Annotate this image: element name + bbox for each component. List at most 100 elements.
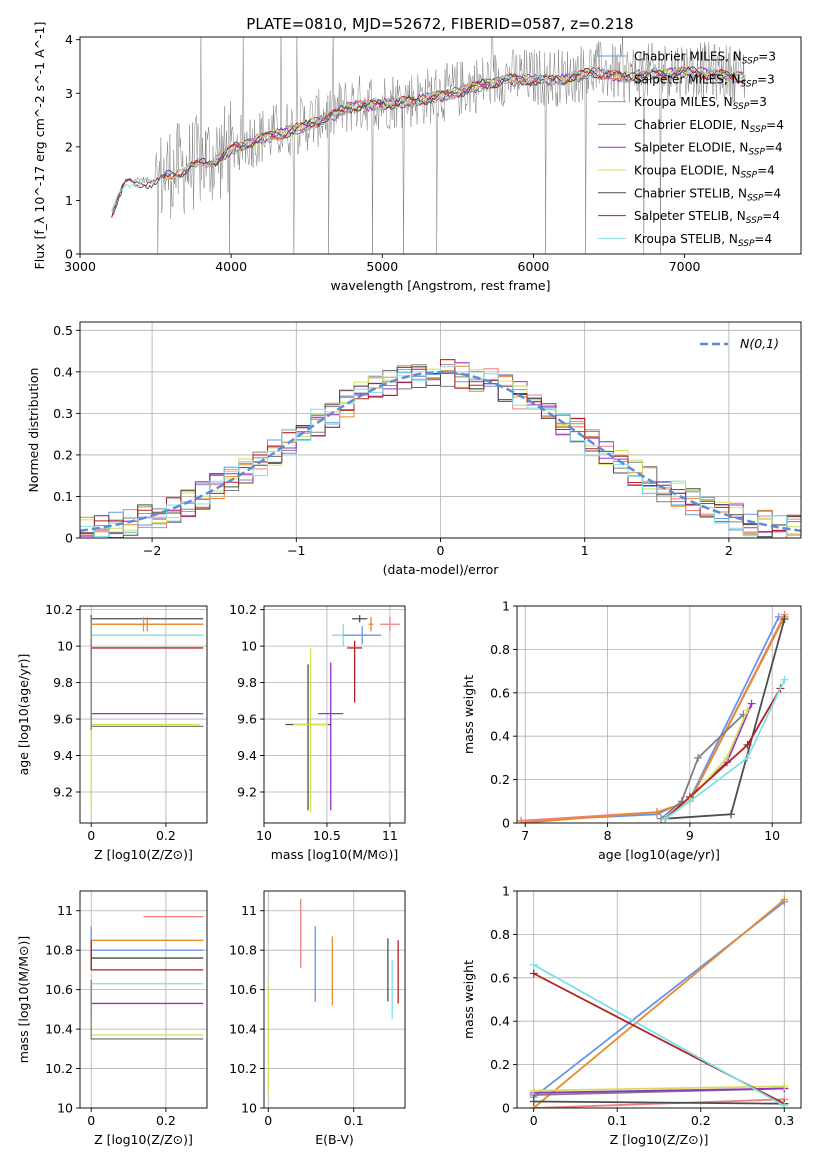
legend-label: Salpeter MILES, NSSP=3 <box>634 72 775 89</box>
x-tick-label: 3000 <box>64 259 96 274</box>
y-tick-label: 10 <box>57 639 73 654</box>
axes-frame <box>263 890 406 1109</box>
model-line-salpeter-stelib <box>111 66 746 218</box>
plot-area <box>90 615 204 811</box>
weight-marker <box>780 615 789 624</box>
plot-area <box>267 898 399 1095</box>
data-point <box>368 616 374 632</box>
y-tick-label: 0.2 <box>53 447 73 462</box>
x-tick-label: 7000 <box>669 259 701 274</box>
weight-series-kroupa-stelib <box>529 960 789 1108</box>
x-axis-label: Z [log10(Z/Z⊙)] <box>94 847 193 862</box>
x-tick-label: 0 <box>437 543 445 558</box>
x-tick-label: 5000 <box>366 259 398 274</box>
panel-mass-vs-ebv: 0 0.1 10 10.2 10.4 10.6 10.8 11 E(B-V) <box>229 890 406 1147</box>
histogram-step-chabrier-stelib <box>80 366 801 538</box>
data-point <box>90 616 204 730</box>
data-point <box>347 640 363 703</box>
y-tick-label: 10.2 <box>45 1061 73 1076</box>
panel-spectrum: 3000 4000 5000 6000 7000 0 1 2 3 4 wavelength [Ang… <box>32 22 802 293</box>
weight-marker <box>780 1101 789 1108</box>
y-tick-label: 9.4 <box>237 748 257 763</box>
x-tick-label: 1 <box>581 543 589 558</box>
weight-marker <box>780 1082 789 1091</box>
y-tick-label: 10.2 <box>229 602 257 617</box>
y-tick-label: 10 <box>57 1101 73 1116</box>
weight-line <box>533 1087 785 1094</box>
x-tick-label: 9 <box>686 828 694 843</box>
weight-marker <box>529 1086 538 1095</box>
weight-line <box>533 964 785 1107</box>
x-tick-label: 0 <box>530 1113 538 1128</box>
data-point <box>91 616 204 632</box>
data-point <box>90 940 204 971</box>
panel-mass-vs-Z: 0 0.2 10 10.2 10.4 10.6 10.8 11 Z [log10(Z/Z⊙)] m… <box>16 890 208 1147</box>
y-tick-label: 4 <box>65 32 73 47</box>
x-tick-label: 11 <box>382 828 398 843</box>
data-point <box>90 655 200 811</box>
y-tick-label: 10.4 <box>229 1022 257 1037</box>
y-tick-label: 10.2 <box>229 1061 257 1076</box>
weight-line <box>533 1085 785 1092</box>
y-axis-label: mass weight <box>461 675 476 754</box>
y-axis-label: mass weight <box>461 960 476 1039</box>
x-axis-label: Z [log10(Z/Z⊙)] <box>610 1132 709 1147</box>
y-axis-label: Normed distribution <box>26 368 41 493</box>
plot-area <box>90 915 204 1040</box>
normal-curve <box>80 371 801 532</box>
x-axis-label: mass [log10(M/M⊙)] <box>271 847 399 862</box>
y-axis-label: mass [log10(M/M⊙)] <box>16 936 31 1064</box>
legend-label: Kroupa ELODIE, NSSP=4 <box>634 164 775 181</box>
x-tick-label: 0 <box>264 1113 272 1128</box>
y-tick-label: 0.5 <box>53 323 73 338</box>
y-tick-label: 0.4 <box>490 1014 510 1029</box>
y-axis-label: Flux [f_λ 10^-17 erg cm^-2 s^-1 A^-1] <box>32 22 47 270</box>
panel-age-vs-mass: 10 10.5 11 9.2 9.4 9.6 9.8 10 10.2 mass [log10(M/… <box>229 602 406 862</box>
data-point <box>352 615 368 623</box>
x-tick-label: 0.3 <box>774 1113 794 1128</box>
normal-legend-label: N(0,1) <box>740 336 779 351</box>
x-tick-label: 0.1 <box>344 1113 364 1128</box>
weight-marker <box>529 1097 538 1106</box>
x-tick-label: 4000 <box>215 259 247 274</box>
data-point <box>318 662 344 811</box>
x-tick-label: 0.1 <box>607 1113 627 1128</box>
axes-frame <box>516 605 802 824</box>
weight-series-kroupa-miles <box>529 895 789 1108</box>
model-line-kroupa-stelib <box>111 64 746 212</box>
weight-marker <box>722 753 731 762</box>
weight-series-kroupa-stelib <box>661 675 789 823</box>
observed-spectrum-line <box>111 37 746 254</box>
y-tick-label: 9.2 <box>53 785 73 800</box>
legend-label: Chabrier ELODIE, NSSP=4 <box>634 118 784 135</box>
weight-marker <box>743 753 752 762</box>
weight-marker <box>694 753 703 762</box>
y-tick-label: 0 <box>502 1101 510 1116</box>
x-tick-label: 0.2 <box>691 1113 711 1128</box>
x-tick-label: 0.2 <box>156 1113 176 1128</box>
panel-age-vs-Z: 0 0.2 9.2 9.4 9.6 9.8 10 10.2 Z [log10(Z/Z⊙)] age… <box>16 602 208 862</box>
x-tick-label: 10 <box>256 828 272 843</box>
y-tick-label: 10.2 <box>45 602 73 617</box>
plot-area <box>80 359 801 538</box>
axes-frame <box>79 36 802 255</box>
x-tick-label: 7 <box>521 828 529 843</box>
model-line-chabrier-elodie <box>215 66 744 157</box>
weight-line <box>533 1098 785 1108</box>
y-tick-label: 1 <box>502 884 510 899</box>
x-axis-label: age [log10(age/yr)] <box>598 847 720 862</box>
weight-line <box>660 713 745 820</box>
plot-area <box>285 615 400 813</box>
y-tick-label: 0 <box>65 247 73 262</box>
weight-marker <box>743 740 752 749</box>
x-tick-label: −1 <box>287 543 305 558</box>
legend-label: Chabrier STELIB, NSSP=4 <box>634 186 781 203</box>
y-tick-label: 2 <box>65 139 73 154</box>
y-tick-label: 10.8 <box>45 943 73 958</box>
y-tick-label: 10.6 <box>229 982 257 997</box>
y-tick-label: 1 <box>65 193 73 208</box>
weight-marker <box>652 808 661 817</box>
data-point <box>343 626 382 645</box>
legend-label: Kroupa STELIB, NSSP=4 <box>634 232 772 249</box>
y-tick-label: 0.3 <box>53 406 73 421</box>
